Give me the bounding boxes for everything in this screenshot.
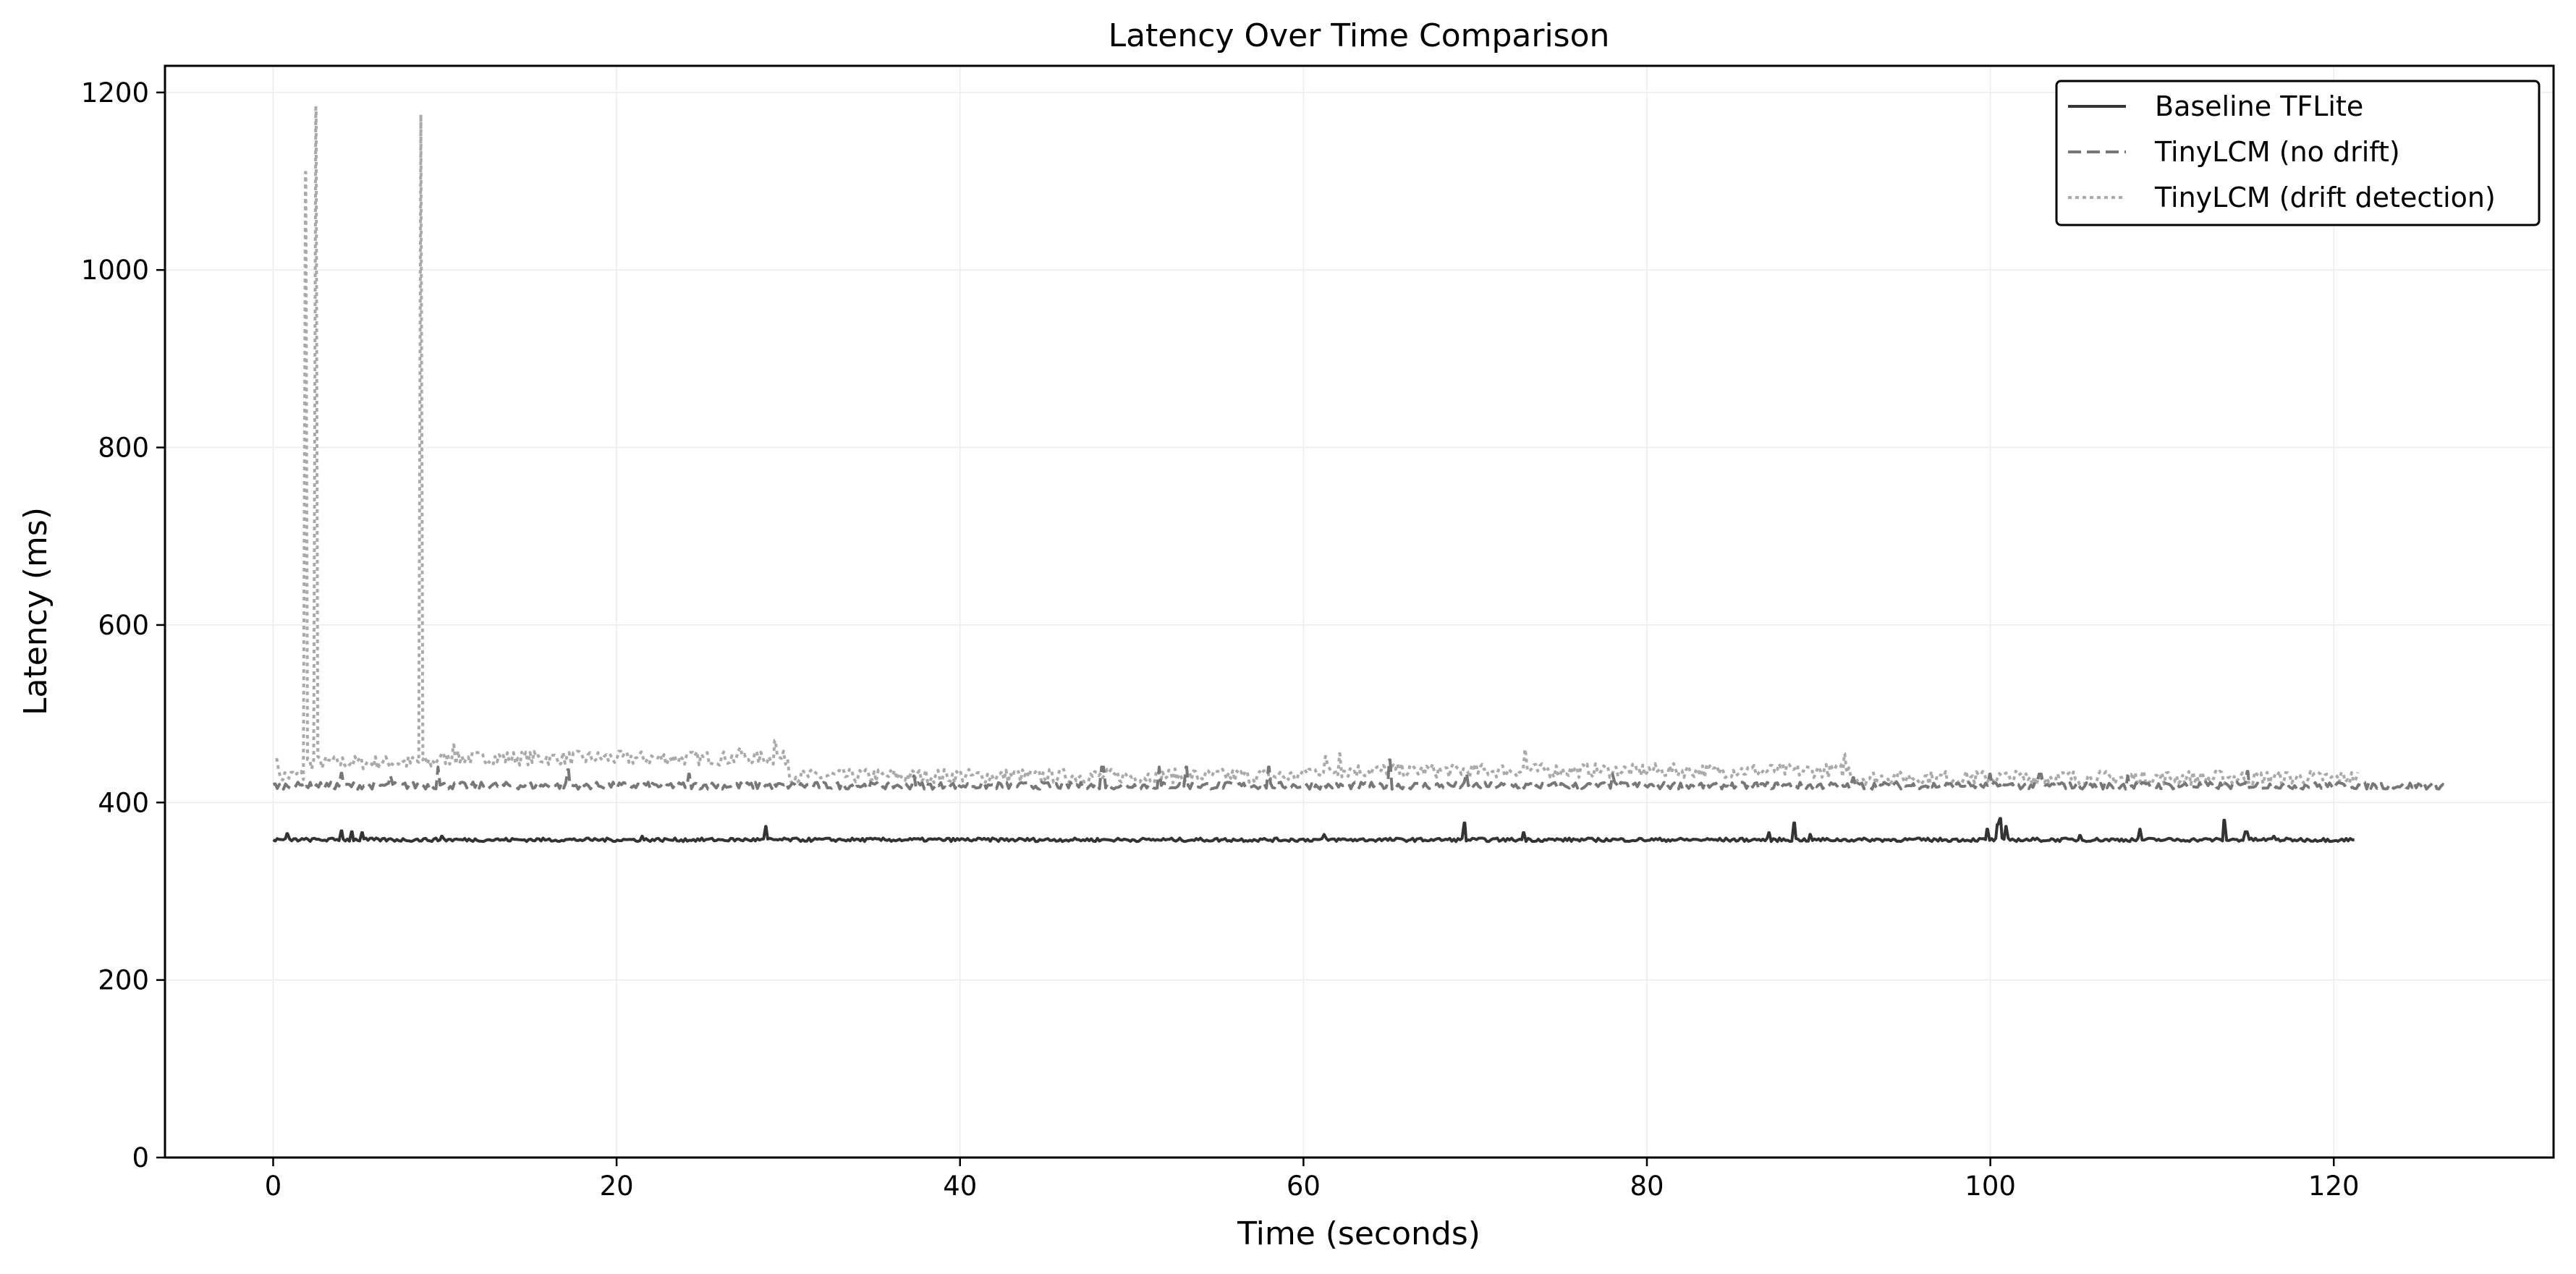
chart-title: Latency Over Time Comparison (1109, 17, 1610, 54)
y-tick-label: 0 (132, 1142, 149, 1173)
plot-frame (164, 64, 2555, 1159)
x-tick-label: 20 (600, 1171, 634, 1202)
y-tick-label: 1000 (81, 255, 149, 286)
y-axis-label: Latency (ms) (17, 507, 54, 715)
series-line-1 (273, 758, 2448, 791)
y-tick-label: 1200 (81, 77, 149, 109)
x-tick-label: 80 (1630, 1171, 1664, 1202)
y-tick-label: 800 (98, 433, 149, 464)
legend-label-drift-detection: TinyLCM (drift detection) (2154, 182, 2496, 213)
legend-label-no-drift: TinyLCM (no drift) (2154, 136, 2400, 168)
x-tick-label: 60 (1287, 1171, 1321, 1202)
y-tick-label: 600 (98, 610, 149, 641)
series-lines (272, 106, 2448, 844)
x-axis-label: Time (seconds) (1237, 1215, 1480, 1252)
legend-label-baseline: Baseline TFLite (2155, 90, 2363, 122)
y-tick-label: 200 (98, 965, 149, 996)
legend-frame (2055, 80, 2541, 226)
legend: Baseline TFLite TinyLCM (no drift) TinyL… (2055, 80, 2541, 226)
series-line-0 (272, 817, 2355, 844)
x-tick-label: 0 (265, 1171, 282, 1202)
x-tick-label: 120 (2308, 1171, 2360, 1202)
x-tick-label: 100 (1965, 1171, 2016, 1202)
x-tick-label: 40 (943, 1171, 977, 1202)
y-tick-label: 400 (98, 787, 149, 818)
series-line-2 (275, 106, 2360, 786)
